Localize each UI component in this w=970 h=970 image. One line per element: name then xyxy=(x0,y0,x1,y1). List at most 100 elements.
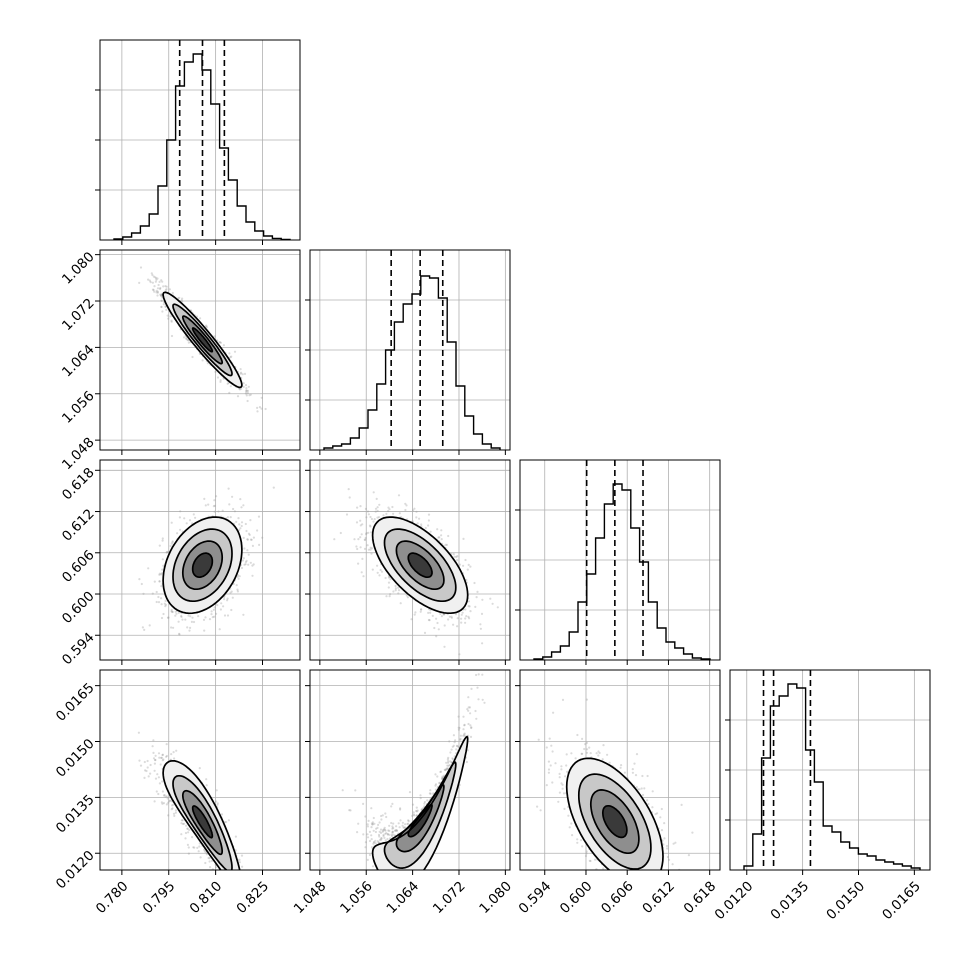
scatter-point xyxy=(161,558,164,561)
scatter-point xyxy=(376,516,379,519)
scatter-point xyxy=(239,924,241,926)
scatter-point xyxy=(379,568,382,572)
scatter-point xyxy=(216,376,220,379)
scatter-point xyxy=(169,315,172,318)
scatter-point xyxy=(158,756,161,759)
scatter-point xyxy=(243,563,246,566)
scatter-point xyxy=(138,281,141,284)
scatter-point xyxy=(462,564,465,567)
scatter-point xyxy=(440,529,443,532)
scatter-point xyxy=(170,808,173,811)
scatter-point xyxy=(155,590,158,594)
scatter-point xyxy=(231,596,234,599)
scatter-point xyxy=(394,589,397,592)
scatter-point xyxy=(464,608,467,611)
scatter-point xyxy=(428,619,431,622)
scatter-point xyxy=(175,612,178,615)
scatter-point xyxy=(219,341,222,344)
scatter-point xyxy=(192,513,195,516)
histogram-step xyxy=(323,275,501,450)
panel-content xyxy=(310,250,510,450)
scatter-point xyxy=(203,497,206,500)
scatter-point xyxy=(194,516,197,519)
scatter-point xyxy=(230,355,233,358)
scatter-point xyxy=(252,563,255,566)
scatter-point xyxy=(171,610,174,614)
scatter-point xyxy=(158,280,161,283)
scatter-point xyxy=(385,512,388,516)
scatter-point xyxy=(214,370,217,373)
scatter-point xyxy=(362,575,365,578)
scatter-point xyxy=(238,523,241,526)
scatter-point xyxy=(161,753,164,757)
scatter-point xyxy=(450,615,453,618)
scatter-point xyxy=(187,341,190,344)
scatter-point xyxy=(236,575,239,579)
scatter-point xyxy=(170,610,173,613)
scatter-point xyxy=(160,573,163,576)
scatter-point xyxy=(203,629,206,632)
scatter-point xyxy=(168,288,171,291)
scatter-point xyxy=(216,803,219,806)
scatter-point xyxy=(377,516,381,519)
scatter-point xyxy=(170,753,173,756)
scatter-point xyxy=(160,603,163,606)
scatter-point xyxy=(372,520,375,523)
scatter-point xyxy=(460,613,463,616)
scatter-point xyxy=(412,509,415,512)
scatter-point xyxy=(213,606,216,609)
contour-line xyxy=(191,327,214,353)
scatter-point xyxy=(245,529,248,533)
scatter-point xyxy=(160,585,163,588)
scatter-point xyxy=(479,627,482,630)
scatter-point xyxy=(252,536,255,539)
scatter-point xyxy=(230,590,233,593)
scatter-point xyxy=(248,533,251,537)
scatter-point xyxy=(215,612,218,615)
scatter-point xyxy=(233,915,235,917)
scatter-point xyxy=(240,566,244,570)
scatter-point xyxy=(174,614,177,617)
scatter-point xyxy=(144,769,147,772)
scatter-point xyxy=(185,522,188,525)
scatter-point xyxy=(165,285,168,288)
scatter-point xyxy=(420,523,423,526)
scatter-point xyxy=(163,602,166,605)
scatter-point xyxy=(160,293,163,296)
scatter-point xyxy=(456,559,459,562)
scatter-point xyxy=(353,538,356,541)
panel-r3-c0 xyxy=(95,669,301,926)
scatter-point xyxy=(452,553,455,556)
scatter-point xyxy=(226,597,229,600)
scatter-point xyxy=(387,506,390,509)
scatter-point xyxy=(179,528,182,531)
scatter-point xyxy=(469,610,472,613)
scatter-point xyxy=(248,394,251,397)
scatter-point xyxy=(171,291,174,295)
scatter-point xyxy=(464,558,467,562)
scatter-point xyxy=(166,616,170,619)
scatter-point xyxy=(154,276,157,279)
scatter-point xyxy=(256,406,259,409)
scatter-point xyxy=(238,388,241,391)
scatter-point xyxy=(235,584,238,587)
scatter-point xyxy=(164,795,167,798)
scatter-point xyxy=(165,551,168,554)
scatter-point xyxy=(406,596,409,599)
scatter-point xyxy=(376,571,379,574)
scatter-point xyxy=(251,574,254,577)
panel-content xyxy=(310,460,510,660)
scatter-point xyxy=(357,562,360,565)
scatter-point xyxy=(245,878,247,880)
scatter-point xyxy=(156,294,159,297)
panel-frame xyxy=(309,459,511,661)
scatter-point xyxy=(240,506,243,509)
scatter-point xyxy=(157,792,160,796)
scatter-point xyxy=(246,391,249,395)
scatter-point xyxy=(473,581,476,585)
scatter-point xyxy=(405,504,408,507)
scatter-point xyxy=(496,606,499,609)
scatter-point xyxy=(246,389,250,392)
scatter-point xyxy=(176,532,179,535)
scatter-point xyxy=(392,512,395,515)
